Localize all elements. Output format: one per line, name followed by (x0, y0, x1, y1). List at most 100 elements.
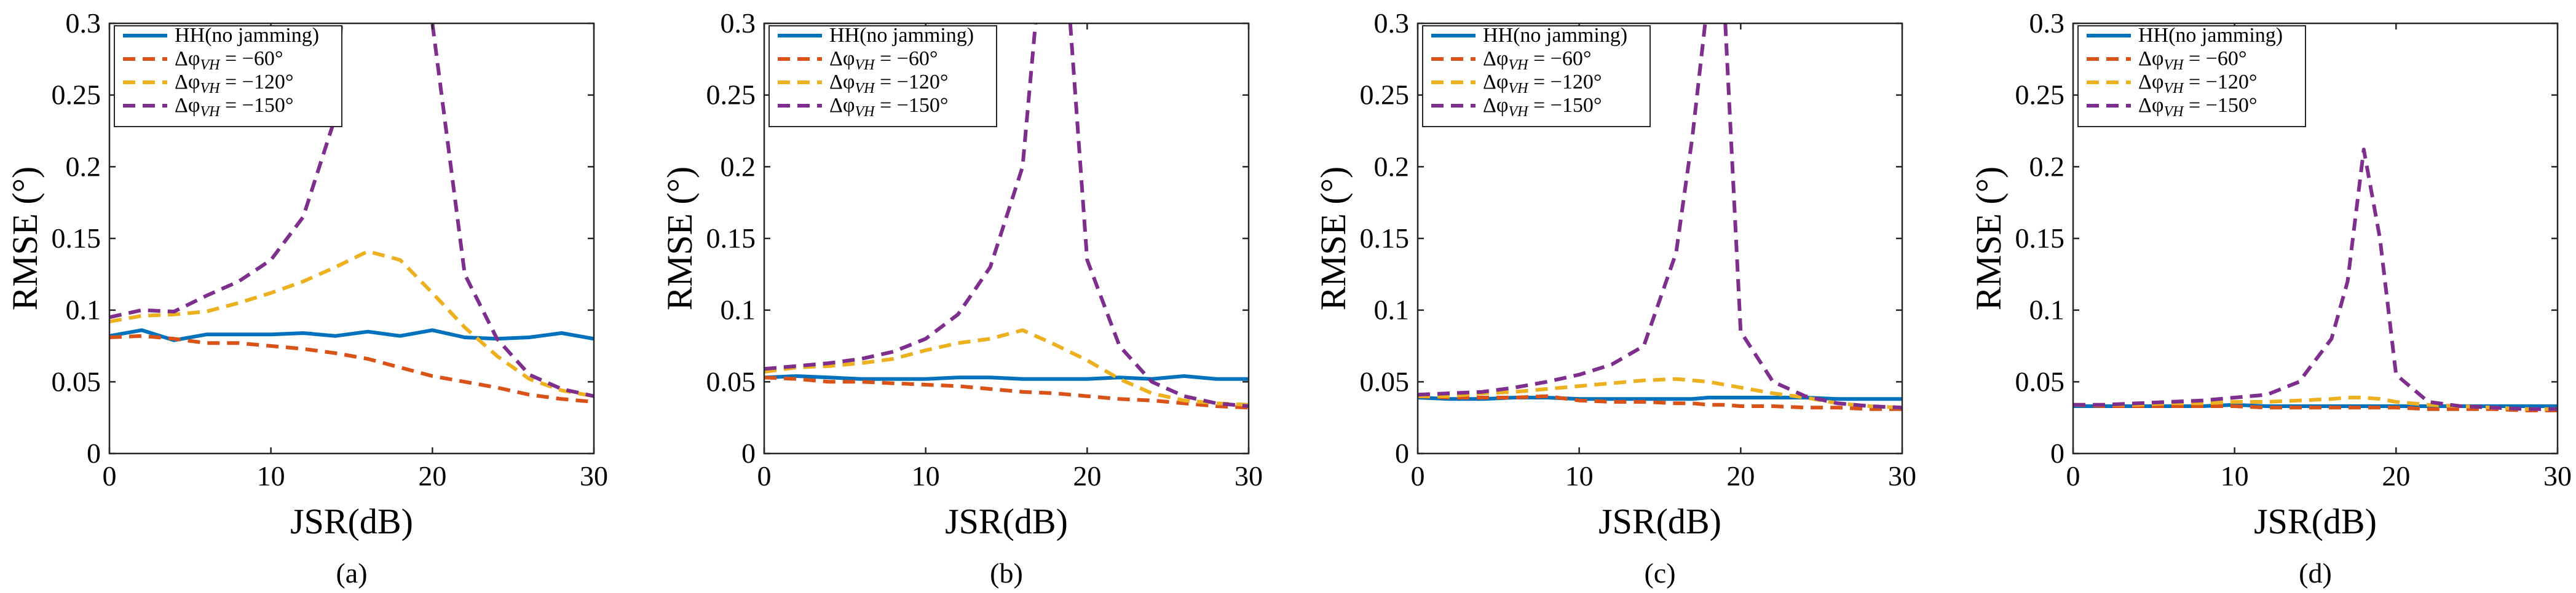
series-line-3 (109, 249, 594, 398)
y-tick-label: 0.1 (1374, 294, 1410, 326)
y-tick-label: 0.05 (706, 366, 756, 397)
series-line-4 (109, 23, 594, 398)
series-lines (109, 23, 594, 404)
panel-caption: (b) (990, 557, 1023, 589)
y-tick-label: 0.3 (1374, 7, 1410, 39)
legend: HH(no jamming)ΔφVH = −60°ΔφVH = −120°ΔφV… (114, 24, 342, 127)
legend-label-1: HH(no jamming) (2138, 24, 2283, 47)
x-axis-label: JSR(dB) (290, 501, 413, 541)
x-tick-label: 30 (1235, 460, 1263, 492)
y-axis-label: RMSE (°) (5, 167, 45, 310)
series-line-3 (1418, 377, 1902, 410)
series-lines (764, 23, 1249, 410)
x-tick-label: 30 (580, 460, 608, 492)
series-line-3 (764, 328, 1249, 407)
y-tick-label: 0.1 (2029, 294, 2065, 326)
y-tick-label: 0 (87, 438, 101, 469)
y-tick-label: 0 (2050, 438, 2064, 469)
y-tick-label: 0.1 (721, 294, 756, 326)
y-tick-label: 0.2 (721, 151, 756, 182)
y-tick-label: 0.05 (2015, 366, 2065, 397)
panel-3: 0 10 20 30 0 0.05 0.1 0.15 0.2 0.25 0.3 JSR(dB) RMSE… (1313, 7, 1916, 589)
y-tick-label: 0.25 (2015, 79, 2065, 111)
series-line-4 (764, 23, 1249, 408)
legend-label-4: ΔφVH = −150° (1483, 94, 1602, 120)
x-tick-label: 0 (2066, 460, 2080, 492)
y-axis-label: RMSE (°) (1313, 167, 1353, 310)
x-tick-label: 10 (1565, 460, 1594, 492)
y-axis-label: RMSE (°) (1969, 167, 2009, 310)
y-tick-label: 0 (741, 438, 756, 469)
y-tick-label: 0 (1395, 438, 1409, 469)
x-tick-label: 20 (1073, 460, 1101, 492)
legend: HH(no jamming)ΔφVH = −60°ΔφVH = −120°ΔφV… (768, 24, 997, 127)
panel-caption: (a) (336, 557, 367, 589)
legend-label-1: HH(no jamming) (829, 24, 974, 47)
legend-label-3: ΔφVH = −120° (829, 71, 948, 96)
x-axis-label: JSR(dB) (945, 501, 1068, 541)
y-tick-label: 0.25 (52, 79, 101, 111)
series-line-2 (1418, 394, 1902, 411)
legend-label-2: ΔφVH = −60° (2138, 47, 2246, 73)
y-tick-label: 0.15 (2015, 222, 2065, 254)
x-tick-label: 20 (1726, 460, 1755, 492)
x-tick-label: 0 (103, 460, 117, 492)
x-tick-label: 20 (2382, 460, 2410, 492)
y-tick-label: 0.3 (721, 7, 756, 39)
panel-1: 0 10 20 30 0 0.05 0.1 0.15 0.2 0.25 0.3 JSR(dB) RMSE… (5, 7, 608, 589)
x-tick-label: 10 (2221, 460, 2249, 492)
y-tick-label: 0.05 (1360, 366, 1410, 397)
legend-label-4: ΔφVH = −150° (2138, 94, 2257, 120)
x-tick-label: 30 (2543, 460, 2572, 492)
legend-box (1422, 25, 1651, 127)
legend-label-3: ΔφVH = −120° (175, 71, 293, 96)
series-line-2 (764, 375, 1249, 410)
y-tick-label: 0.2 (66, 151, 101, 182)
y-tick-label: 0.15 (706, 222, 756, 254)
x-axis-label: JSR(dB) (1598, 501, 1721, 541)
x-tick-label: 0 (757, 460, 772, 492)
series-line-2 (109, 334, 594, 404)
series-line-1 (1418, 396, 1902, 401)
legend-box (2077, 25, 2306, 127)
legend: HH(no jamming)ΔφVH = −60°ΔφVH = −120°ΔφV… (1422, 24, 1651, 127)
x-tick-label: 0 (1411, 460, 1425, 492)
series-line-1 (764, 374, 1249, 381)
series-line-1 (109, 328, 594, 342)
legend-label-2: ΔφVH = −60° (175, 47, 283, 73)
x-tick-label: 10 (912, 460, 940, 492)
y-tick-label: 0.2 (2029, 151, 2065, 182)
y-tick-label: 0.15 (52, 222, 101, 254)
legend-label-3: ΔφVH = −120° (2138, 71, 2257, 96)
legend-label-2: ΔφVH = −60° (829, 47, 938, 73)
legend-box (768, 25, 997, 127)
y-tick-label: 0.05 (52, 366, 101, 397)
legend-label-4: ΔφVH = −150° (175, 94, 293, 120)
legend: HH(no jamming)ΔφVH = −60°ΔφVH = −120°ΔφV… (2077, 24, 2306, 127)
y-tick-label: 0.25 (706, 79, 756, 111)
panel-caption: (d) (2299, 557, 2332, 589)
y-tick-label: 0.2 (1374, 151, 1410, 182)
legend-label-1: HH(no jamming) (175, 24, 319, 47)
x-tick-label: 10 (257, 460, 285, 492)
legend-label-2: ΔφVH = −60° (1483, 47, 1591, 73)
series-lines (2073, 147, 2558, 412)
panel-caption: (c) (1644, 557, 1675, 589)
series-line-3 (2073, 396, 2558, 411)
panel-2: 0 10 20 30 0 0.05 0.1 0.15 0.2 0.25 0.3 JSR(dB) RMSE… (660, 7, 1263, 589)
x-tick-label: 20 (418, 460, 446, 492)
panel-4: 0 10 20 30 0 0.05 0.1 0.15 0.2 0.25 0.3 JSR(dB) RMSE… (1969, 7, 2572, 589)
y-tick-label: 0.1 (66, 294, 101, 326)
y-tick-label: 0.3 (2029, 7, 2065, 39)
series-lines (1418, 23, 1902, 411)
legend-label-3: ΔφVH = −120° (1483, 71, 1602, 96)
legend-label-1: HH(no jamming) (1483, 24, 1627, 47)
y-tick-label: 0.3 (66, 7, 101, 39)
y-tick-label: 0.15 (1360, 222, 1410, 254)
y-axis-label: RMSE (°) (660, 167, 700, 310)
x-axis-label: JSR(dB) (2254, 501, 2377, 541)
x-tick-label: 30 (1888, 460, 1916, 492)
y-tick-label: 0.25 (1360, 79, 1410, 111)
legend-label-4: ΔφVH = −150° (829, 94, 948, 120)
